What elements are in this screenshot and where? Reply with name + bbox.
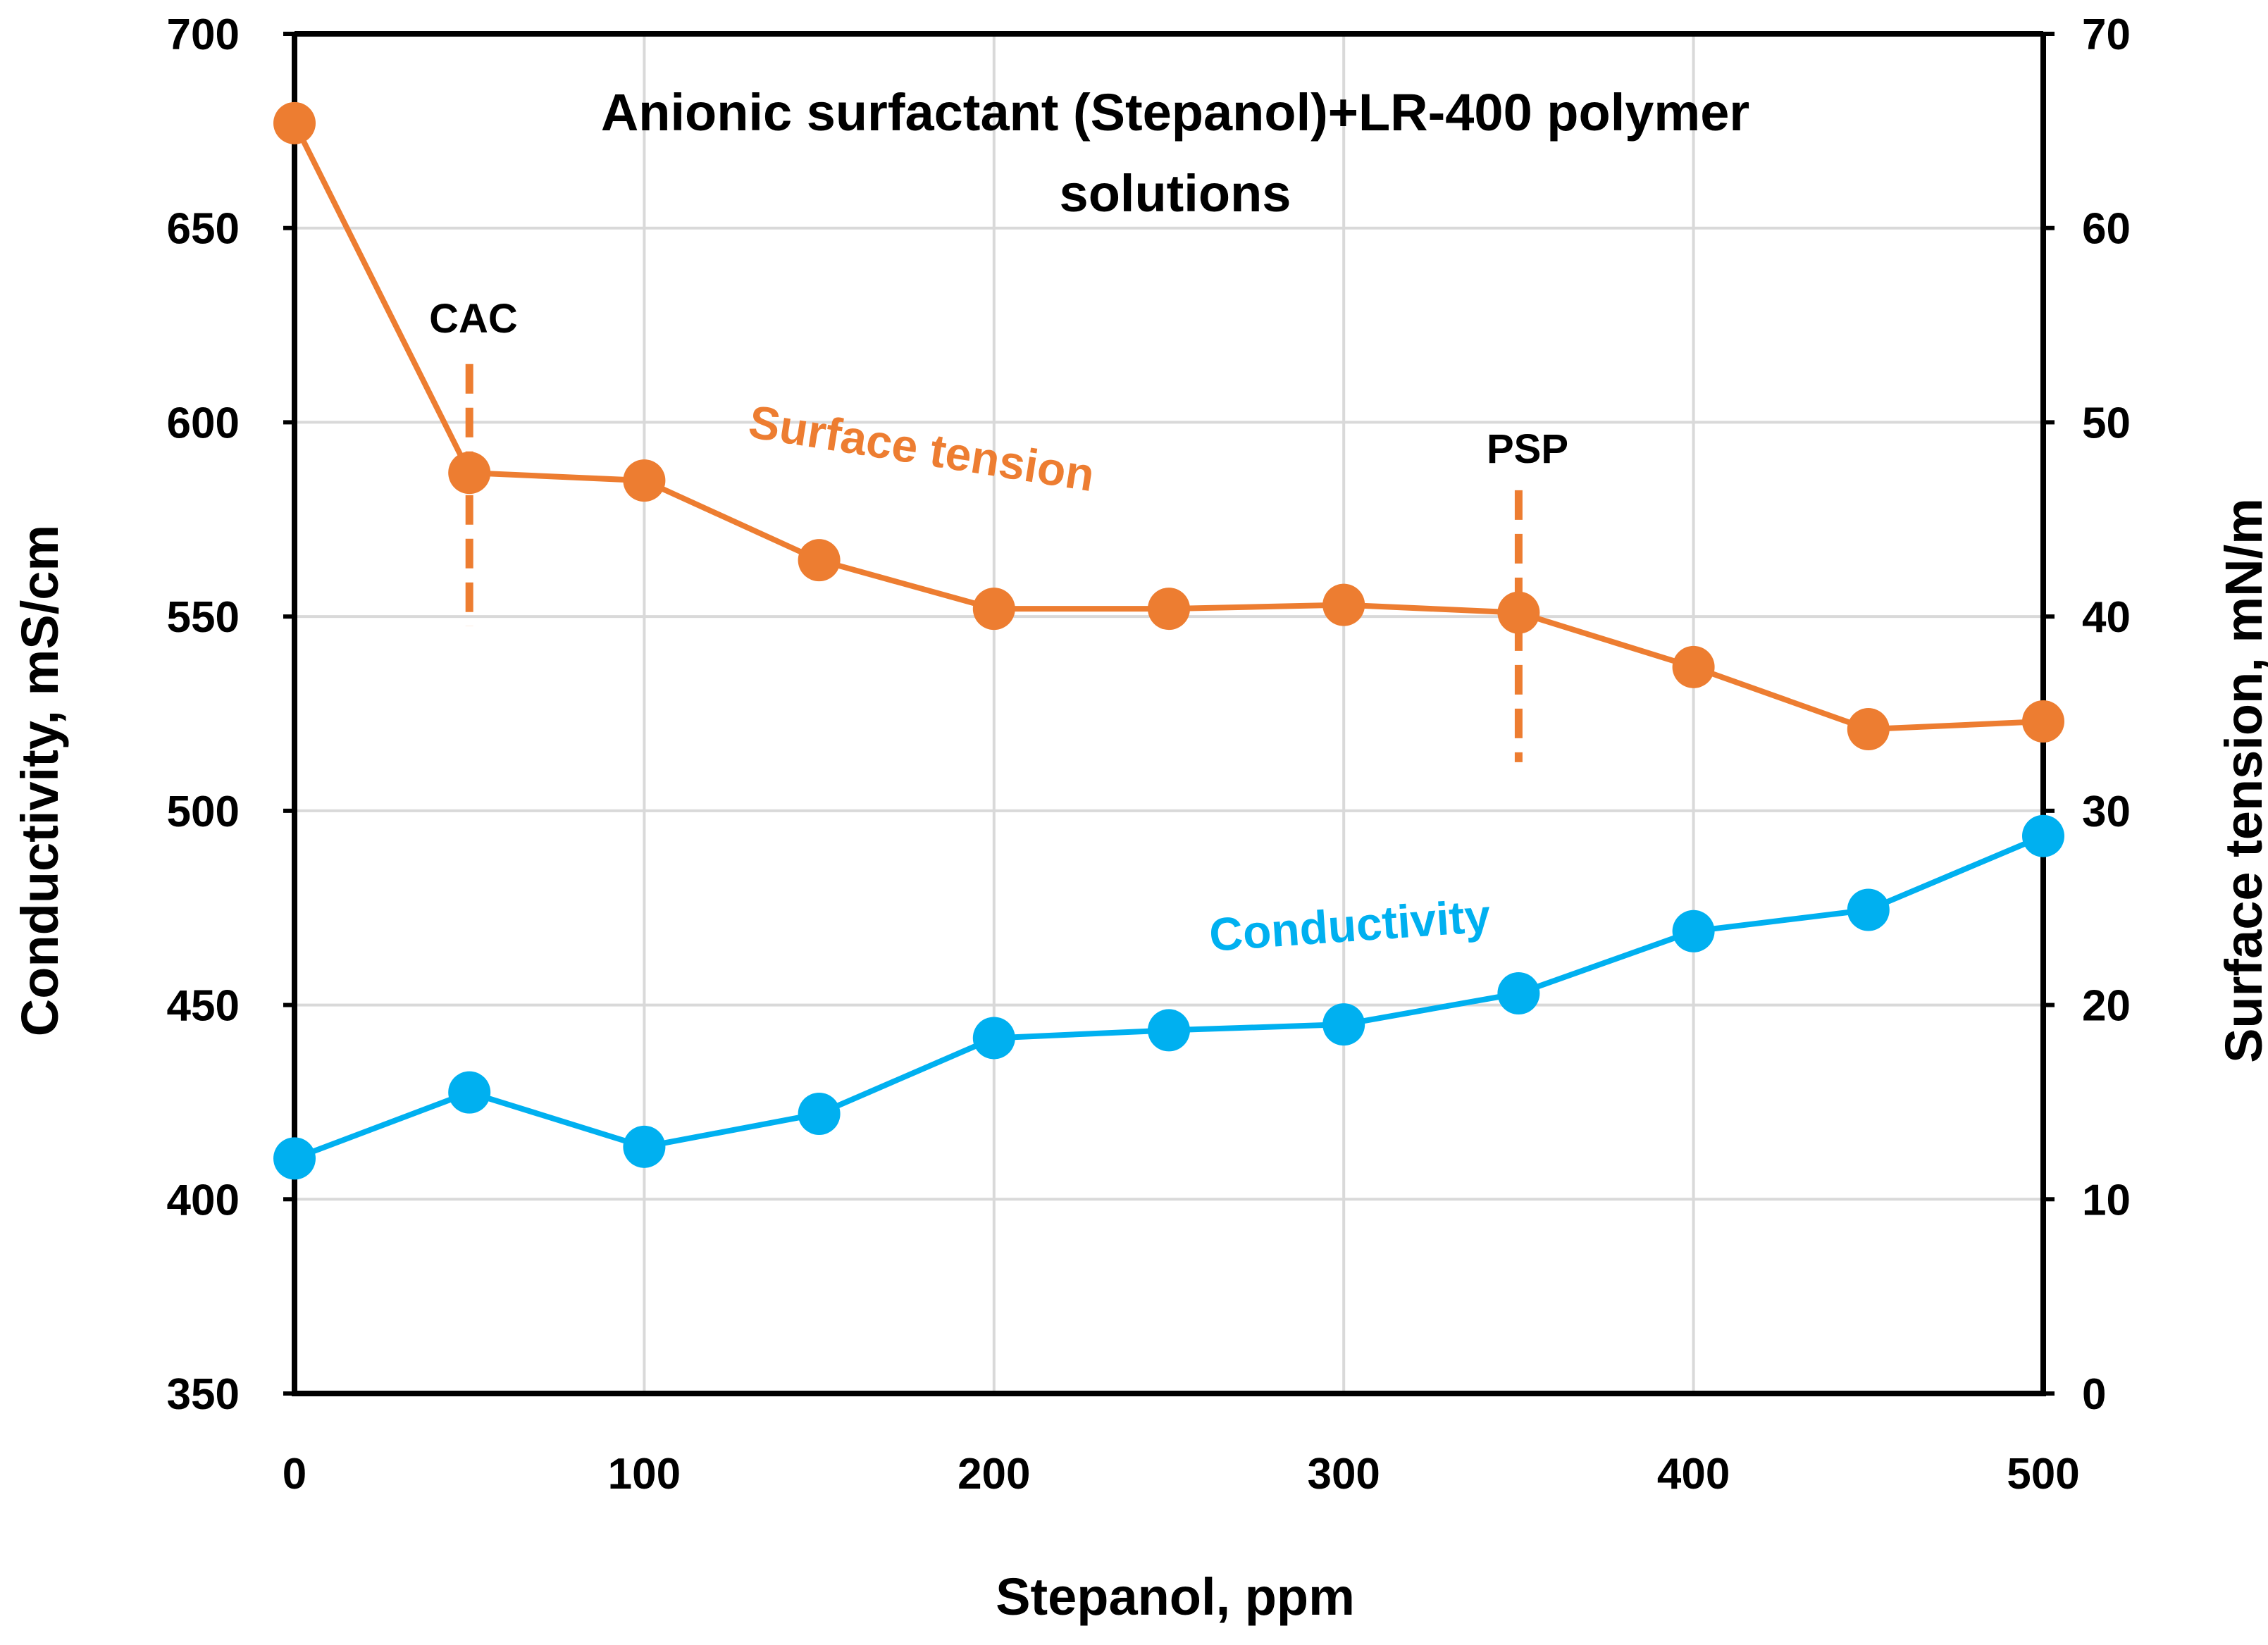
y-left-tick-label-350: 350 xyxy=(167,1370,240,1419)
conductivity-point xyxy=(1148,1009,1190,1052)
chart-title-line-1: Anionic surfactant (Stepanol)+LR-400 pol… xyxy=(601,83,1749,142)
surface-tension-point xyxy=(798,539,841,582)
psp-label: PSP xyxy=(1487,426,1568,472)
surface-tension-point xyxy=(1148,588,1190,631)
y-left-tick-label-500: 500 xyxy=(167,788,240,836)
y-right-tick-label-50: 50 xyxy=(2082,399,2131,447)
y-right-tick-label-60: 60 xyxy=(2082,205,2131,254)
y-axis-right-title: Surface tension, mN/m xyxy=(2214,498,2268,1063)
y-right-tick-label-30: 30 xyxy=(2082,788,2131,836)
conductivity-point xyxy=(1497,972,1540,1015)
y-left-tick-label-550: 550 xyxy=(167,593,240,642)
conductivity-point xyxy=(972,1017,1015,1060)
y-left-tick-label-650: 650 xyxy=(167,205,240,254)
surface-tension-point xyxy=(273,101,316,144)
conductivity-line xyxy=(293,833,2045,1162)
y-right-tick-label-70: 70 xyxy=(2082,11,2131,59)
x-tick-label-500: 500 xyxy=(2007,1450,2079,1498)
y-right-tick-label-10: 10 xyxy=(2082,1176,2131,1224)
y-left-tick-label-600: 600 xyxy=(167,399,240,447)
x-tick-label-0: 0 xyxy=(283,1450,306,1498)
conductivity-point xyxy=(1672,910,1715,952)
surface-tension-series-label: Surface tension xyxy=(745,395,1098,502)
x-tick-label-100: 100 xyxy=(608,1450,681,1498)
cac-label: CAC xyxy=(429,296,518,342)
conductivity-point xyxy=(1322,1003,1365,1046)
surface-tension-point xyxy=(1322,583,1365,626)
conductivity-point xyxy=(1847,888,1890,931)
grid xyxy=(293,32,2045,1395)
conductivity-point xyxy=(623,1125,666,1168)
x-tick-label-200: 200 xyxy=(958,1450,1030,1498)
surface-tension-point xyxy=(1672,645,1715,688)
x-axis-title: Stepanol, ppm xyxy=(996,1568,1355,1626)
surface-tension-point xyxy=(448,452,491,495)
surface-tension-point xyxy=(1497,591,1540,634)
x-tick-label-300: 300 xyxy=(1307,1450,1380,1498)
surface-tension-point xyxy=(972,588,1015,631)
surface-tension-point xyxy=(1847,708,1890,751)
surface-tension-point xyxy=(2022,700,2064,743)
y-axis-left-title: Conductivity, mS/cm xyxy=(11,525,69,1036)
y-right-tick-label-20: 20 xyxy=(2082,982,2131,1031)
series xyxy=(273,101,2064,1180)
conductivity-point xyxy=(798,1092,841,1135)
chart-title-line-2: solutions xyxy=(1060,164,1291,223)
y-left-tick-label-450: 450 xyxy=(167,982,240,1031)
axes: 0 100 200 300 400 500350400450500550600650700… xyxy=(167,11,2131,1498)
conductivity-point xyxy=(2022,814,2064,857)
conductivity-point xyxy=(273,1137,316,1180)
conductivity-series-label: Conductivity xyxy=(1208,889,1492,961)
conductivity-point xyxy=(448,1071,491,1114)
y-left-tick-label-700: 700 xyxy=(167,11,240,59)
surface-tension-point xyxy=(623,459,666,502)
y-left-tick-label-400: 400 xyxy=(167,1176,240,1224)
x-tick-label-400: 400 xyxy=(1657,1450,1730,1498)
y-right-tick-label-0: 0 xyxy=(2082,1370,2106,1419)
y-right-tick-label-40: 40 xyxy=(2082,593,2131,642)
